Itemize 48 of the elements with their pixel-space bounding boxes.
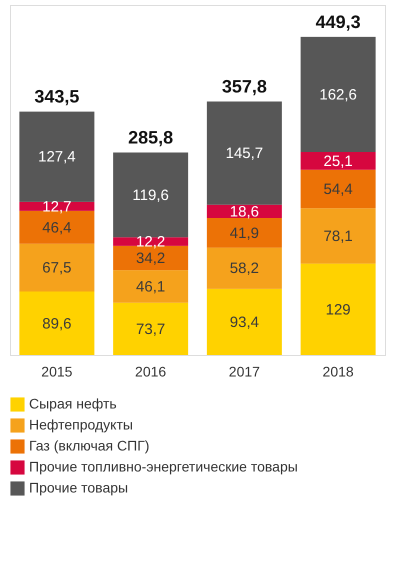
data-label: 93,4	[230, 314, 259, 331]
total-label: 285,8	[128, 128, 174, 148]
data-label: 12,2	[136, 234, 166, 251]
data-label: 162,6	[319, 86, 357, 104]
data-label: 25,1	[324, 152, 353, 170]
legend-label: Газ (включая СПГ)	[29, 438, 150, 454]
data-label: 46,4	[42, 219, 72, 236]
bar	[300, 208, 376, 264]
data-label: 129	[326, 301, 351, 318]
data-label: 73,7	[136, 320, 166, 338]
x-tick-label: 2016	[135, 364, 166, 380]
x-tick-label: 2015	[41, 364, 73, 380]
bar	[206, 218, 282, 248]
bar	[19, 112, 94, 202]
data-label: 58,2	[230, 260, 259, 278]
bar	[206, 102, 282, 205]
bar	[300, 152, 376, 170]
total-label: 357,8	[222, 76, 267, 97]
data-label: 46,1	[136, 278, 166, 296]
bar	[300, 264, 376, 355]
data-label: 78,1	[324, 228, 353, 245]
bar	[300, 36, 376, 152]
data-label: 54,4	[324, 181, 353, 198]
x-tick-label: 2017	[228, 364, 260, 380]
bar	[113, 270, 188, 303]
x-tick-label: 2018	[322, 364, 354, 380]
bar	[113, 152, 188, 238]
legend-label: Сырая нефть	[29, 396, 117, 412]
data-label: 119,6	[132, 186, 169, 204]
data-label: 34,2	[136, 250, 166, 268]
bar	[113, 302, 188, 355]
data-label: 41,9	[230, 224, 259, 242]
data-label: 67,5	[42, 260, 72, 277]
total-label: 449,3	[316, 12, 361, 32]
data-label: 127,4	[38, 148, 76, 166]
legend-label: Прочие товары	[29, 480, 128, 496]
legend-label: Нефтепродукты	[29, 416, 133, 432]
bar	[206, 248, 282, 289]
data-label: 89,6	[42, 315, 72, 332]
data-label: 12,7	[42, 198, 72, 216]
bar	[19, 292, 94, 355]
data-label: 145,7	[226, 145, 264, 162]
bar	[19, 244, 94, 292]
bar	[206, 288, 282, 355]
total-label: 343,5	[34, 86, 80, 107]
data-label: 18,6	[230, 203, 259, 220]
legend-label: Прочие топливно-энергетические товары	[29, 458, 298, 474]
bar	[300, 170, 376, 208]
